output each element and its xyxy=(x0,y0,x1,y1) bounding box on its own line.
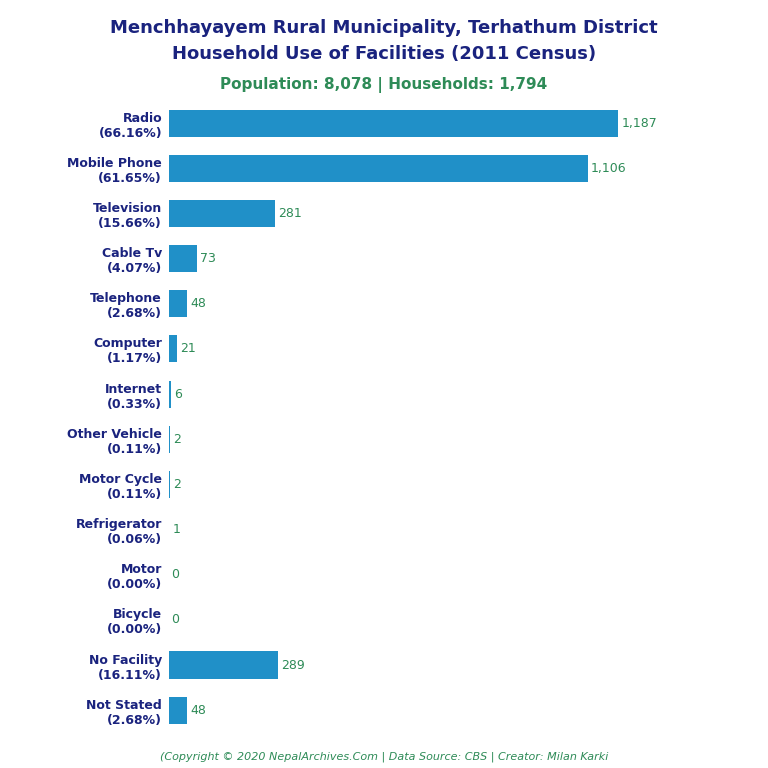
Text: 0: 0 xyxy=(170,568,179,581)
Bar xyxy=(169,697,187,723)
Bar xyxy=(169,651,278,679)
Text: 281: 281 xyxy=(278,207,302,220)
Text: 1,106: 1,106 xyxy=(591,162,626,175)
Text: 0: 0 xyxy=(170,614,179,627)
Text: 48: 48 xyxy=(190,703,206,717)
Text: 289: 289 xyxy=(281,658,305,671)
Bar xyxy=(169,200,275,227)
Text: Population: 8,078 | Households: 1,794: Population: 8,078 | Households: 1,794 xyxy=(220,77,548,93)
Text: 48: 48 xyxy=(190,297,206,310)
Text: 2: 2 xyxy=(173,432,180,445)
Bar xyxy=(169,110,618,137)
Bar xyxy=(169,290,187,317)
Bar xyxy=(169,154,588,182)
Text: 73: 73 xyxy=(200,252,216,265)
Text: 1,187: 1,187 xyxy=(621,117,657,130)
Bar xyxy=(169,336,177,362)
Text: 6: 6 xyxy=(174,388,182,401)
Text: Household Use of Facilities (2011 Census): Household Use of Facilities (2011 Census… xyxy=(172,45,596,62)
Bar xyxy=(169,245,197,272)
Text: 2: 2 xyxy=(173,478,180,491)
Text: 21: 21 xyxy=(180,343,196,356)
Text: (Copyright © 2020 NepalArchives.Com | Data Source: CBS | Creator: Milan Karki: (Copyright © 2020 NepalArchives.Com | Da… xyxy=(160,751,608,762)
Text: Menchhayayem Rural Municipality, Terhathum District: Menchhayayem Rural Municipality, Terhath… xyxy=(110,19,658,37)
Bar xyxy=(169,380,171,408)
Text: 1: 1 xyxy=(172,523,180,536)
